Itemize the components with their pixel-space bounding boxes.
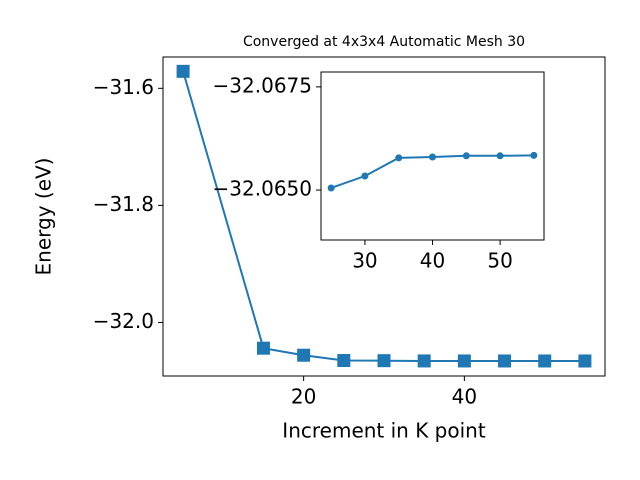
- marker: [417, 354, 431, 368]
- series-line: [182, 71, 585, 362]
- x-axis-label: Increment in K point: [282, 419, 486, 443]
- y-tick-label: −31.6: [93, 75, 154, 99]
- x-tick-label: 20: [291, 385, 316, 409]
- marker: [176, 64, 190, 78]
- y-axis-label: Energy (eV): [32, 158, 56, 276]
- chart-title: Converged at 4x3x4 Automatic Mesh 30: [243, 34, 525, 50]
- x-tick-label: 50: [487, 249, 512, 273]
- y-tick-label: −31.8: [93, 192, 154, 216]
- axes-frame: [162, 56, 606, 377]
- x-tick-label: 30: [352, 249, 377, 273]
- marker: [297, 348, 311, 362]
- y-tick-label: −32.0: [93, 309, 154, 333]
- marker: [578, 354, 592, 368]
- marker: [256, 341, 270, 355]
- marker: [377, 354, 391, 368]
- marker: [496, 152, 504, 160]
- marker: [538, 354, 552, 368]
- marker: [337, 354, 351, 368]
- y-tick-label: −32.0650: [213, 177, 312, 201]
- marker: [429, 153, 436, 161]
- x-tick-label: 40: [420, 249, 445, 273]
- marker: [457, 354, 471, 368]
- marker: [327, 184, 335, 192]
- x-tick-label: 40: [452, 385, 477, 409]
- marker: [530, 151, 538, 159]
- marker: [395, 154, 403, 162]
- marker: [462, 152, 470, 160]
- y-tick-label: −32.0675: [213, 73, 312, 97]
- axes-frame: [320, 71, 545, 241]
- marker: [498, 354, 512, 368]
- marker: [361, 172, 369, 180]
